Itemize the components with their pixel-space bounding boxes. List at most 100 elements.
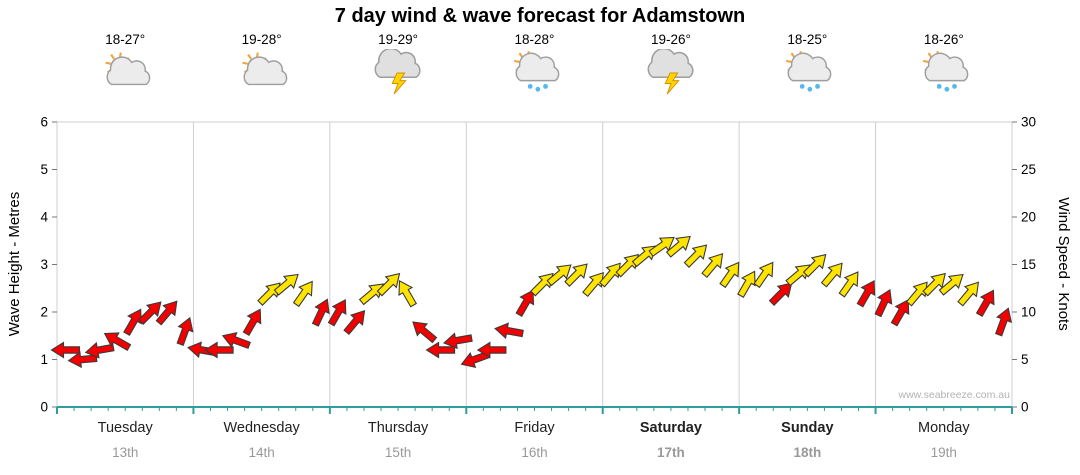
cloud-icon <box>106 56 151 86</box>
wind-arrow <box>648 236 675 257</box>
day-temp: 18-25° <box>787 32 828 47</box>
day-date-label: 14th <box>249 445 275 460</box>
wind-arrow <box>802 253 827 278</box>
wind-arrow <box>820 262 843 288</box>
day-temp: 19-26° <box>650 32 691 47</box>
wind-arrow <box>957 281 980 307</box>
wind-arrow <box>103 332 132 352</box>
sun-cloud-rain-icon <box>786 50 832 92</box>
wind-arrow <box>515 289 535 317</box>
wind-arrow <box>768 282 793 306</box>
raindrops-icon <box>800 83 821 92</box>
day-name-label: Thursday <box>368 420 429 436</box>
wind-arrow <box>176 316 194 346</box>
chart-title: 7 day wind & wave forecast for Adamstown <box>334 5 746 27</box>
day-temp: 18-27° <box>105 32 146 47</box>
day-forecast-monday: 18-26° <box>902 32 986 100</box>
wind-arrow <box>564 263 588 287</box>
wave-tick-label: 6 <box>40 115 48 130</box>
cloud-icon <box>924 52 969 82</box>
watermark: www.seabreeze.com.au <box>898 389 1010 401</box>
wind-tick-label: 20 <box>1021 210 1036 225</box>
wind-arrow <box>376 272 401 297</box>
wind-arrow <box>292 280 313 308</box>
day-forecast-friday: 18-28° <box>493 32 577 100</box>
wind-arrow <box>412 321 438 344</box>
wind-tick-label: 15 <box>1021 257 1036 272</box>
wind-arrow <box>311 298 330 327</box>
day-name-label: Sunday <box>781 420 833 436</box>
wind-arrow <box>398 279 418 308</box>
wind-tick-label: 5 <box>1021 352 1029 367</box>
day-name-label: Monday <box>918 420 970 436</box>
day-name-label: Wednesday <box>223 420 300 436</box>
wind-arrow <box>856 279 876 308</box>
cloud-icon <box>515 52 559 82</box>
wind-arrow <box>546 264 572 287</box>
day-date-label: 15th <box>385 445 411 460</box>
cloud-icon <box>787 52 832 82</box>
wind-arrow <box>683 244 708 268</box>
wind-arrow <box>922 272 946 297</box>
day-date-label: 18th <box>793 445 821 460</box>
wind-tick-label: 10 <box>1021 305 1036 320</box>
day-temp: 18-28° <box>514 32 555 47</box>
wind-arrow <box>719 261 740 289</box>
storm-icon <box>374 47 421 95</box>
wind-arrow <box>737 270 756 298</box>
sun-cloud-icon <box>105 52 151 86</box>
day-temp: 19-29° <box>378 32 419 47</box>
sun-cloud-icon <box>242 52 287 86</box>
wind-arrow <box>874 288 893 318</box>
cloud-icon <box>374 47 421 79</box>
cloud-icon <box>647 47 694 79</box>
wind-arrow <box>665 235 691 258</box>
day-date-label: 13th <box>112 445 138 460</box>
wave-tick-label: 4 <box>40 210 48 225</box>
day-date-label: 17th <box>657 445 685 460</box>
wind-arrow <box>221 332 251 350</box>
wind-arrow <box>273 273 299 296</box>
lightning-icon <box>664 72 680 95</box>
raindrops-icon <box>527 83 548 92</box>
wind-arrow <box>975 289 995 317</box>
wind-arrow <box>994 307 1012 337</box>
wave-tick-label: 2 <box>40 305 48 320</box>
day-name-label: Friday <box>514 420 555 436</box>
day-temp: 18-26° <box>923 32 964 47</box>
wind-arrow <box>753 261 774 289</box>
day-forecast-wednesday: 19-28° <box>220 32 304 100</box>
day-name-label: Saturday <box>640 420 702 436</box>
day-temp: 19-28° <box>241 32 282 47</box>
wind-arrow <box>155 300 178 326</box>
wind-arrow <box>442 332 473 350</box>
lightning-icon <box>391 72 407 95</box>
day-forecast-tuesday: 18-27° <box>83 32 167 100</box>
wind-arrow <box>204 341 234 359</box>
day-date-label: 16th <box>521 445 547 460</box>
wind-arrow <box>137 301 162 325</box>
wave-tick-label: 1 <box>40 352 48 367</box>
wind-arrow <box>701 252 724 279</box>
sun-cloud-rain-icon <box>513 50 559 92</box>
sun-cloud-rain-icon <box>922 50 969 92</box>
storm-icon <box>647 47 694 95</box>
wind-arrow <box>242 308 262 336</box>
wave-tick-label: 5 <box>40 162 48 177</box>
cloud-icon <box>243 56 287 86</box>
wind-tick-label: 30 <box>1021 115 1036 130</box>
wind-arrow <box>838 271 859 298</box>
wave-tick-label: 0 <box>40 400 48 415</box>
wind-tick-label: 25 <box>1021 162 1036 177</box>
day-forecast-saturday: 19-26° <box>629 32 713 100</box>
day-name-label: Tuesday <box>98 420 154 436</box>
wind-arrow <box>50 341 81 359</box>
wind-tick-label: 0 <box>1021 400 1029 415</box>
day-forecast-sunday: 18-25° <box>765 32 849 100</box>
wind-arrow <box>123 308 142 336</box>
day-forecast-thursday: 19-29° <box>356 32 440 100</box>
wind-arrow <box>425 341 456 359</box>
day-date-label: 19th <box>931 445 957 460</box>
